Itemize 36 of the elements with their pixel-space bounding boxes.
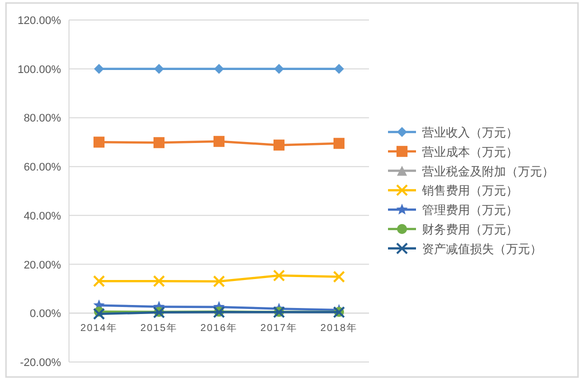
point xyxy=(334,64,344,74)
point xyxy=(213,275,225,288)
legend-label: 营业税金及附加（万元） xyxy=(422,164,554,178)
legend-label: 销售费用（万元） xyxy=(421,184,518,198)
legend-label: 资产减值损失（万元） xyxy=(422,242,542,256)
legend-label: 营业成本（万元） xyxy=(422,144,518,159)
point xyxy=(154,64,164,74)
y-tick-label: 100.00% xyxy=(18,64,62,76)
x-tick-label: 2017年 xyxy=(260,322,298,334)
y-tick-label: -20.00% xyxy=(20,357,62,369)
y-tick-label: 0.00% xyxy=(30,308,62,320)
y-tick-label: 120.00% xyxy=(18,15,62,27)
point xyxy=(154,137,164,148)
point xyxy=(334,138,344,149)
point xyxy=(214,136,224,147)
x-tick-label: 2016年 xyxy=(200,322,238,334)
point xyxy=(214,64,224,74)
point xyxy=(153,275,165,288)
point xyxy=(333,270,345,283)
legend-label: 管理费用（万元） xyxy=(422,203,518,218)
point xyxy=(274,64,284,74)
point xyxy=(273,270,285,282)
point xyxy=(94,64,104,74)
legend-label: 营业收入（万元） xyxy=(422,126,518,140)
y-tick-label: 60.00% xyxy=(24,162,62,174)
point xyxy=(94,136,104,148)
point xyxy=(93,275,105,288)
point xyxy=(93,308,105,320)
y-tick-label: 40.00% xyxy=(24,210,62,222)
y-tick-label: 80.00% xyxy=(24,112,62,125)
y-tick-label: 20.00% xyxy=(24,259,62,272)
legend-label: 财务费用（万元） xyxy=(422,222,518,236)
x-tick-label: 2014年 xyxy=(80,322,118,334)
x-tick-label: 2018年 xyxy=(320,322,358,334)
point xyxy=(274,140,284,151)
x-tick-label: 2015年 xyxy=(140,322,178,334)
